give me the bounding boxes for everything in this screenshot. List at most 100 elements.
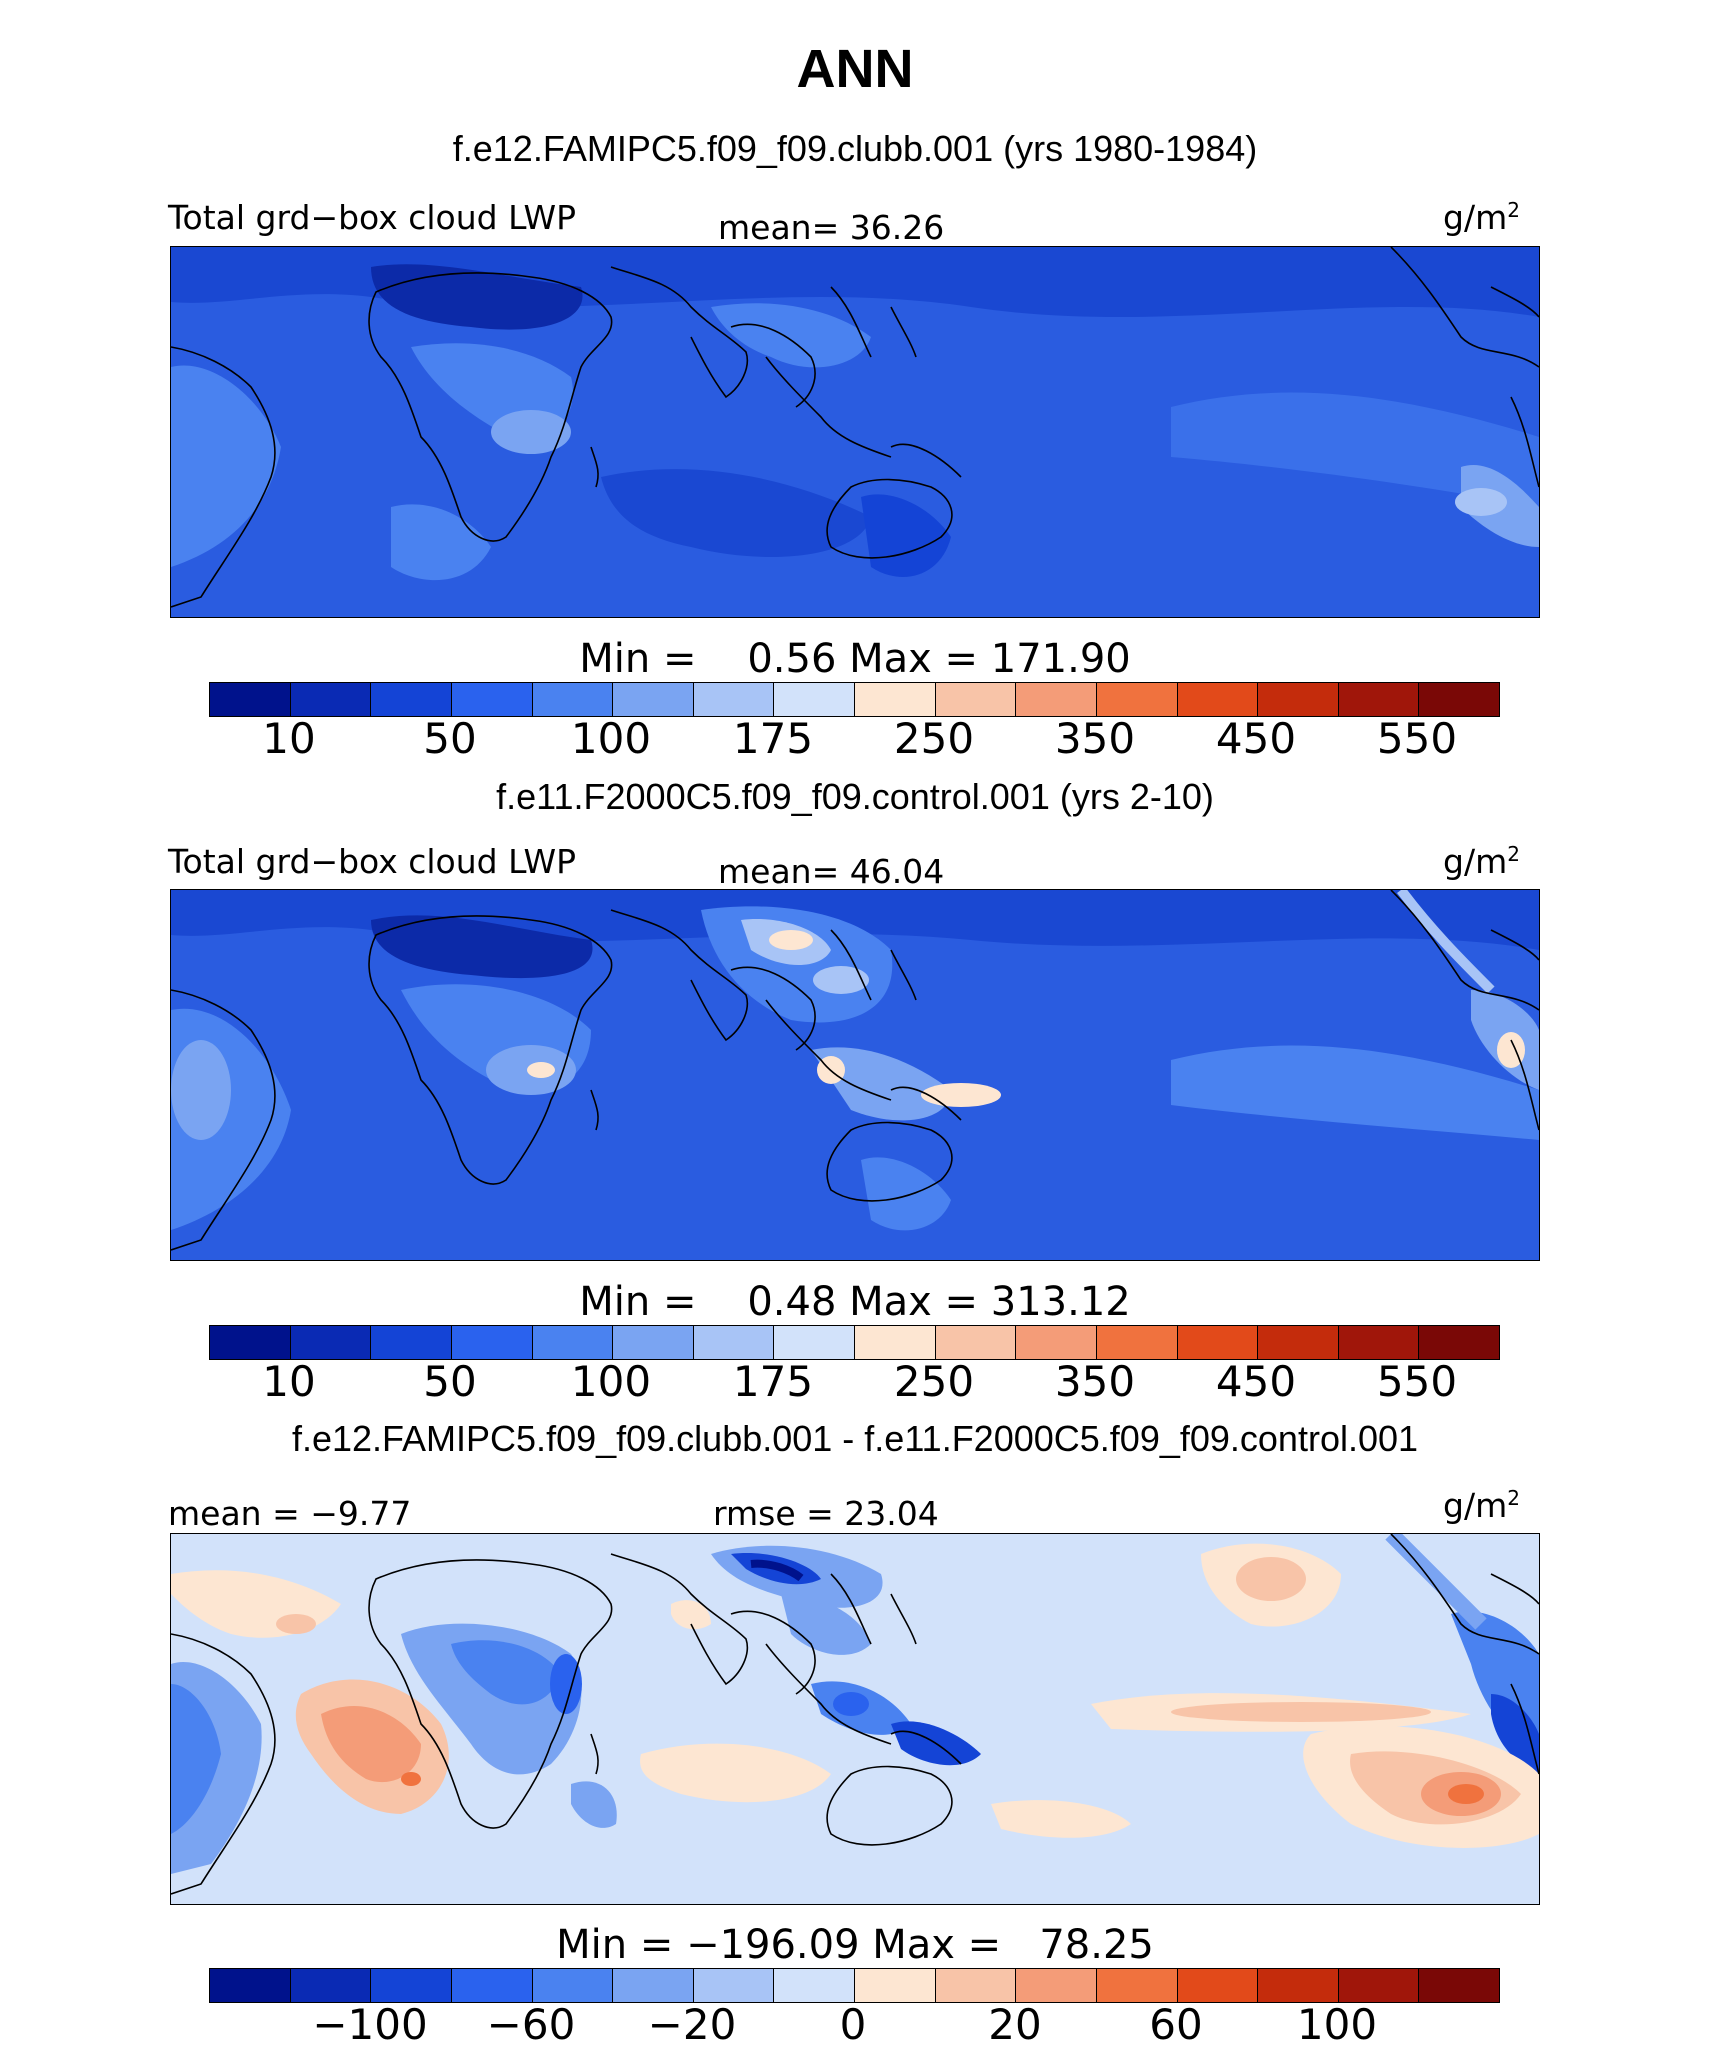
panel2-variable-label: Total grd−box cloud LWP <box>168 842 576 881</box>
colorbar-tick: 350 <box>1054 1357 1136 1406</box>
panel3-colorbar <box>209 1968 1500 2003</box>
panel2-mean-label: mean= 46.04 <box>718 852 945 891</box>
colorbar-tick: 50 <box>423 1357 477 1406</box>
colorbar-swatch <box>371 1326 452 1359</box>
colorbar-tick: 450 <box>1215 714 1297 763</box>
panel3-rmse-label: rmse = 23.04 <box>713 1494 939 1533</box>
colorbar-swatch <box>1096 1326 1178 1359</box>
colorbar-swatch <box>290 1326 372 1359</box>
colorbar-swatch <box>613 1969 694 2002</box>
colorbar-tick: 250 <box>893 1357 975 1406</box>
colorbar-swatch <box>1177 1326 1259 1359</box>
panel2-map <box>170 889 1540 1261</box>
panel2-colorbar <box>209 1325 1500 1360</box>
colorbar-swatch <box>1016 1326 1097 1359</box>
panel3-subtitle: f.e12.FAMIPC5.f09_f09.clubb.001 - f.e11.… <box>291 1418 1419 1459</box>
panel1-mean-label: mean= 36.26 <box>718 208 945 247</box>
panel2-colorbar-ticks: 10 50 100 175 250 350 450 550 <box>0 1357 1710 1407</box>
colorbar-tick: 175 <box>732 714 814 763</box>
figure-title: ANN <box>796 39 914 99</box>
colorbar-swatch <box>613 1326 694 1359</box>
colorbar-swatch <box>1419 1969 1499 2002</box>
panel1-field-shading <box>171 247 1539 581</box>
colorbar-swatch <box>855 1969 936 2002</box>
colorbar-swatch <box>1096 683 1178 716</box>
panel2-subtitle: f.e11.F2000C5.f09_f09.control.001 (yrs 2… <box>496 776 1214 817</box>
panel3-min-max-label: Min = −196.09 Max = 78.25 <box>556 1922 1154 1968</box>
panel2-field-shading <box>171 890 1539 1231</box>
colorbar-swatch <box>1258 683 1339 716</box>
colorbar-tick: 100 <box>570 1357 652 1406</box>
panel1-units-label: g/m2 <box>1443 198 1520 237</box>
panel1-colorbar <box>209 682 1500 717</box>
colorbar-swatch <box>371 1969 452 2002</box>
panel3-map <box>170 1533 1540 1905</box>
colorbar-swatch <box>1419 683 1499 716</box>
panel1-map <box>170 246 1540 618</box>
colorbar-tick: 20 <box>988 2000 1042 2049</box>
colorbar-tick: 175 <box>732 1357 814 1406</box>
colorbar-swatch <box>1096 1969 1178 2002</box>
panel2-min-max-label: Min = 0.48 Max = 313.12 <box>579 1279 1131 1325</box>
colorbar-tick: 350 <box>1054 714 1136 763</box>
colorbar-swatch <box>1177 683 1259 716</box>
colorbar-swatch <box>1258 1969 1339 2002</box>
colorbar-tick: 10 <box>262 714 316 763</box>
colorbar-swatch <box>532 1969 614 2002</box>
colorbar-swatch <box>532 1326 614 1359</box>
colorbar-tick: 250 <box>893 714 975 763</box>
colorbar-swatch <box>774 1326 855 1359</box>
colorbar-swatch <box>774 683 855 716</box>
colorbar-tick: 100 <box>570 714 652 763</box>
colorbar-swatch <box>290 1969 372 2002</box>
colorbar-tick: 450 <box>1215 1357 1297 1406</box>
colorbar-swatch <box>935 683 1017 716</box>
colorbar-swatch <box>1258 1326 1339 1359</box>
colorbar-swatch <box>210 683 291 716</box>
colorbar-tick: 550 <box>1376 1357 1458 1406</box>
colorbar-tick: −100 <box>312 2000 428 2049</box>
colorbar-swatch <box>774 1969 855 2002</box>
colorbar-swatch <box>210 1969 291 2002</box>
colorbar-tick: 550 <box>1376 714 1458 763</box>
colorbar-swatch <box>1338 1326 1420 1359</box>
colorbar-tick: 10 <box>262 1357 316 1406</box>
panel1-min-max-label: Min = 0.56 Max = 171.90 <box>579 636 1131 682</box>
colorbar-swatch <box>613 683 694 716</box>
colorbar-swatch <box>855 683 936 716</box>
panel2-units-label: g/m2 <box>1443 842 1520 881</box>
panel1-subtitle: f.e12.FAMIPC5.f09_f09.clubb.001 (yrs 198… <box>452 128 1258 169</box>
panel3-mean-label: mean = −9.77 <box>168 1494 412 1533</box>
colorbar-tick: 100 <box>1296 2000 1378 2049</box>
colorbar-swatch <box>1338 683 1420 716</box>
colorbar-swatch <box>1177 1969 1259 2002</box>
colorbar-tick: −20 <box>647 2000 737 2049</box>
colorbar-swatch <box>532 683 614 716</box>
colorbar-swatch <box>1016 1969 1097 2002</box>
colorbar-tick: 0 <box>839 2000 867 2049</box>
colorbar-swatch <box>693 683 775 716</box>
colorbar-swatch <box>451 683 533 716</box>
panel1-coastlines <box>171 247 1539 608</box>
colorbar-tick: 60 <box>1149 2000 1203 2049</box>
colorbar-swatch <box>935 1969 1017 2002</box>
panel1-colorbar-ticks: 10 50 100 175 250 350 450 550 <box>0 714 1710 764</box>
panel3-units-label: g/m2 <box>1443 1486 1520 1525</box>
colorbar-swatch <box>693 1326 775 1359</box>
colorbar-swatch <box>693 1969 775 2002</box>
colorbar-tick: 50 <box>423 714 477 763</box>
colorbar-swatch <box>210 1326 291 1359</box>
panel3-colorbar-ticks: −100 −60 −20 0 20 60 100 <box>0 2000 1710 2050</box>
colorbar-swatch <box>1338 1969 1420 2002</box>
panel1-variable-label: Total grd−box cloud LWP <box>168 198 576 237</box>
colorbar-swatch <box>451 1969 533 2002</box>
colorbar-swatch <box>935 1326 1017 1359</box>
colorbar-tick: −60 <box>486 2000 576 2049</box>
colorbar-swatch <box>1016 683 1097 716</box>
colorbar-swatch <box>290 683 372 716</box>
colorbar-swatch <box>371 683 452 716</box>
colorbar-swatch <box>855 1326 936 1359</box>
panel2-coastlines <box>171 890 1539 1251</box>
colorbar-swatch <box>1419 1326 1499 1359</box>
panel3-coastlines <box>171 1534 1539 1895</box>
